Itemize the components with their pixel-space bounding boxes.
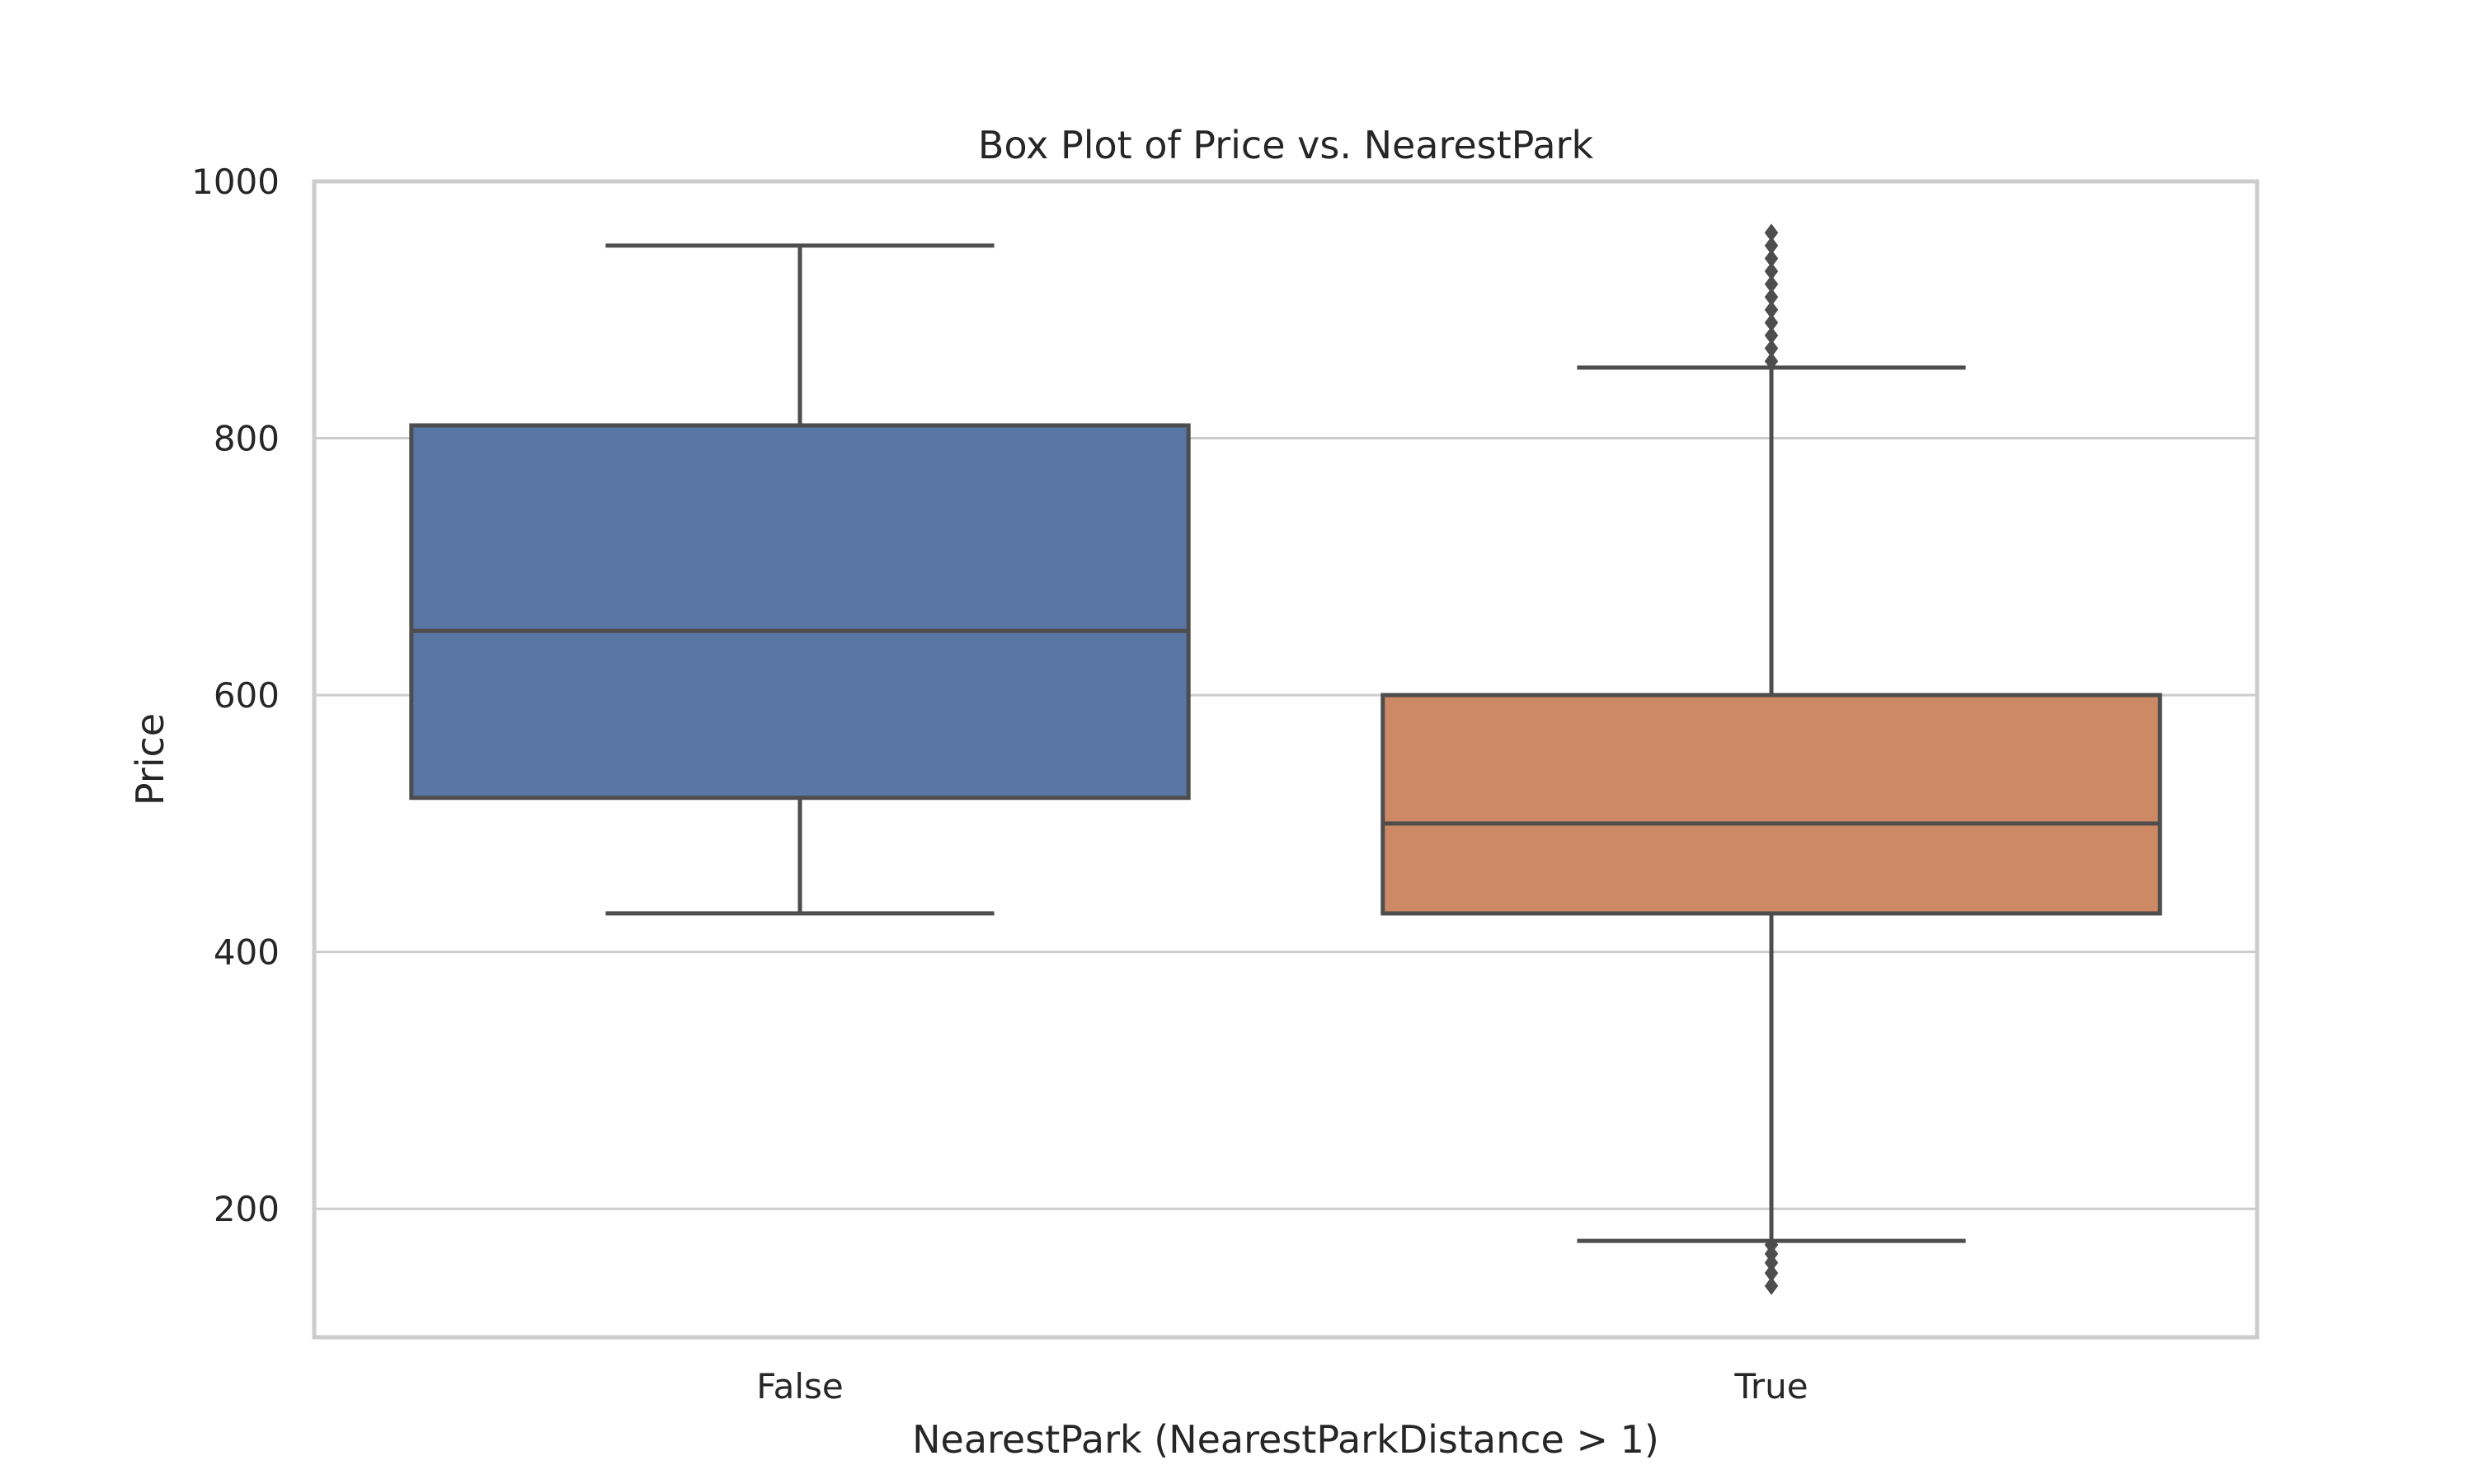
outlier-true-5 [1764,352,1779,371]
y-tick-label-1000: 1000 [191,162,280,202]
x-tick-label-true: True [1733,1366,1808,1407]
outlier-true-7 [1764,326,1779,345]
x-tick-label-false: False [756,1366,843,1407]
y-axis-ticks: 200 400 600 800 1000 [191,162,280,1229]
outlier-true-9 [1764,300,1779,319]
outlier-true-8 [1764,313,1779,332]
plot-frame [312,179,2260,1340]
chart-title: Box Plot of Price vs. NearestPark [978,123,1594,167]
outlier-true-12 [1764,262,1779,281]
boxes [409,223,2162,1295]
x-axis-ticks: False True [756,1366,1808,1407]
outlier-true-11 [1764,275,1779,294]
box-group-true [1380,223,2162,1295]
box-false [409,423,1191,801]
outlier-true-13 [1764,249,1779,268]
outlier-true-4 [1764,1235,1779,1254]
y-tick-label-400: 400 [214,932,280,973]
y-tick-label-600: 600 [214,675,280,716]
outlier-true-10 [1764,288,1779,307]
y-tick-label-200: 200 [214,1189,280,1229]
outlier-true-0 [1764,1276,1779,1295]
outlier-true-1 [1764,1264,1779,1283]
outlier-true-15 [1764,223,1779,242]
box-true [1380,693,2162,916]
y-tick-label-800: 800 [214,419,280,459]
x-axis-label: NearestPark (NearestParkDistance > 1) [912,1417,1659,1462]
y-axis-label: Price [128,713,172,805]
box-group-false [409,243,1191,916]
outlier-true-14 [1764,236,1779,255]
outlier-true-6 [1764,339,1779,358]
